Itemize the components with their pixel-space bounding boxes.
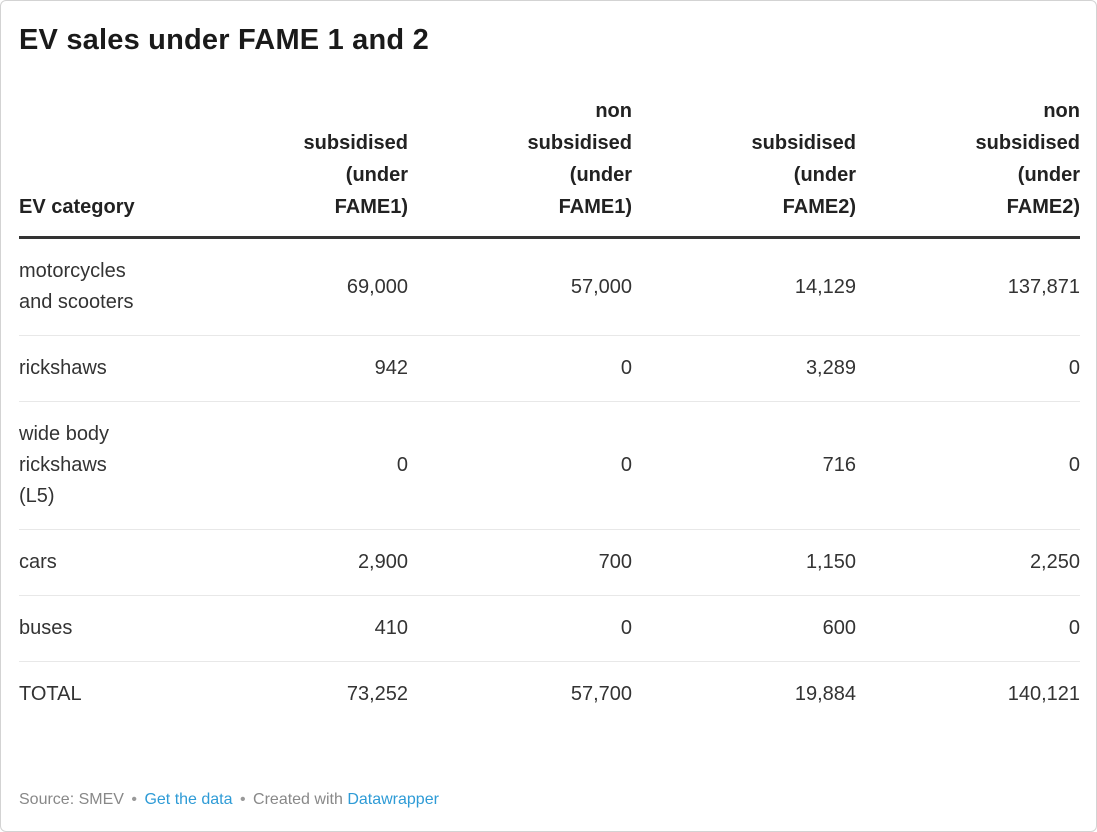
row-category: wide body rickshaws (L5) [19,401,184,530]
get-the-data-link[interactable]: Get the data [144,791,233,808]
source-label: Source: [19,791,75,808]
cell-value: 0 [856,595,1080,662]
row-category: motorcycles and scooters [19,237,184,336]
table-row: TOTAL 73,252 57,700 19,884 140,121 [19,662,1080,728]
cell-value: 2,900 [184,529,408,596]
cell-value: 0 [408,401,632,530]
footer-separator: • [131,791,137,808]
cell-value: 0 [408,335,632,402]
cell-value: 57,700 [570,683,632,705]
column-header-subsidised-fame1: subsidised (under FAME1) [184,81,408,239]
cell-value: 0 [856,335,1080,402]
row-category: cars [19,529,184,596]
table-row: wide body rickshaws (L5) 0 0 716 0 [19,401,1080,530]
cell-value: 410 [184,595,408,662]
table-row: rickshaws 942 0 3,289 0 [19,335,1080,402]
cell-value: 600 [632,595,856,662]
cell-value: 2,250 [856,529,1080,596]
cell-value: 3,289 [632,335,856,402]
table-header: EV category subsidised (under FAME1) non s… [19,81,1080,239]
row-category: rickshaws [19,335,184,402]
table-row: buses 410 0 600 0 [19,595,1080,662]
cell-value: 57,000 [408,237,632,336]
table-header-row: EV category subsidised (under FAME1) non s… [19,81,1080,239]
column-header-ev-category: EV category [19,81,184,239]
cell-value: 73,252 [346,683,408,705]
column-header-non-subsidised-fame1: non subsidised (under FAME1) [408,81,632,239]
cell-value: 0 [856,401,1080,530]
row-category: buses [19,595,184,662]
footer: Source: SMEV • Get the data • Created wi… [19,791,439,809]
cell-value: 1,150 [632,529,856,596]
datawrapper-link[interactable]: Datawrapper [347,791,439,808]
table-body: motorcycles and scooters 69,000 57,000 14,1… [19,237,1080,728]
ev-sales-table: EV category subsidised (under FAME1) non s… [19,81,1080,727]
cell-value: 942 [184,335,408,402]
cell-value: 700 [408,529,632,596]
column-header-non-subsidised-fame2: non subsidised (under FAME2) [856,81,1080,239]
cell-value: 140,121 [1007,683,1080,705]
cell-value: 716 [632,401,856,530]
column-header-subsidised-fame2: subsidised (under FAME2) [632,81,856,239]
cell-value: 137,871 [856,237,1080,336]
cell-value: 0 [408,595,632,662]
table-row: motorcycles and scooters 69,000 57,000 14,1… [19,237,1080,336]
cell-value: 69,000 [184,237,408,336]
created-with-label: Created with [253,791,343,808]
page-title: EV sales under FAME 1 and 2 [19,24,429,56]
cell-value: 14,129 [632,237,856,336]
cell-value: 19,884 [794,683,856,705]
source-name: SMEV [78,791,124,808]
cell-value: 0 [184,401,408,530]
footer-separator: • [239,791,246,808]
table-row: cars 2,900 700 1,150 2,250 [19,529,1080,596]
row-category: TOTAL [19,683,82,705]
